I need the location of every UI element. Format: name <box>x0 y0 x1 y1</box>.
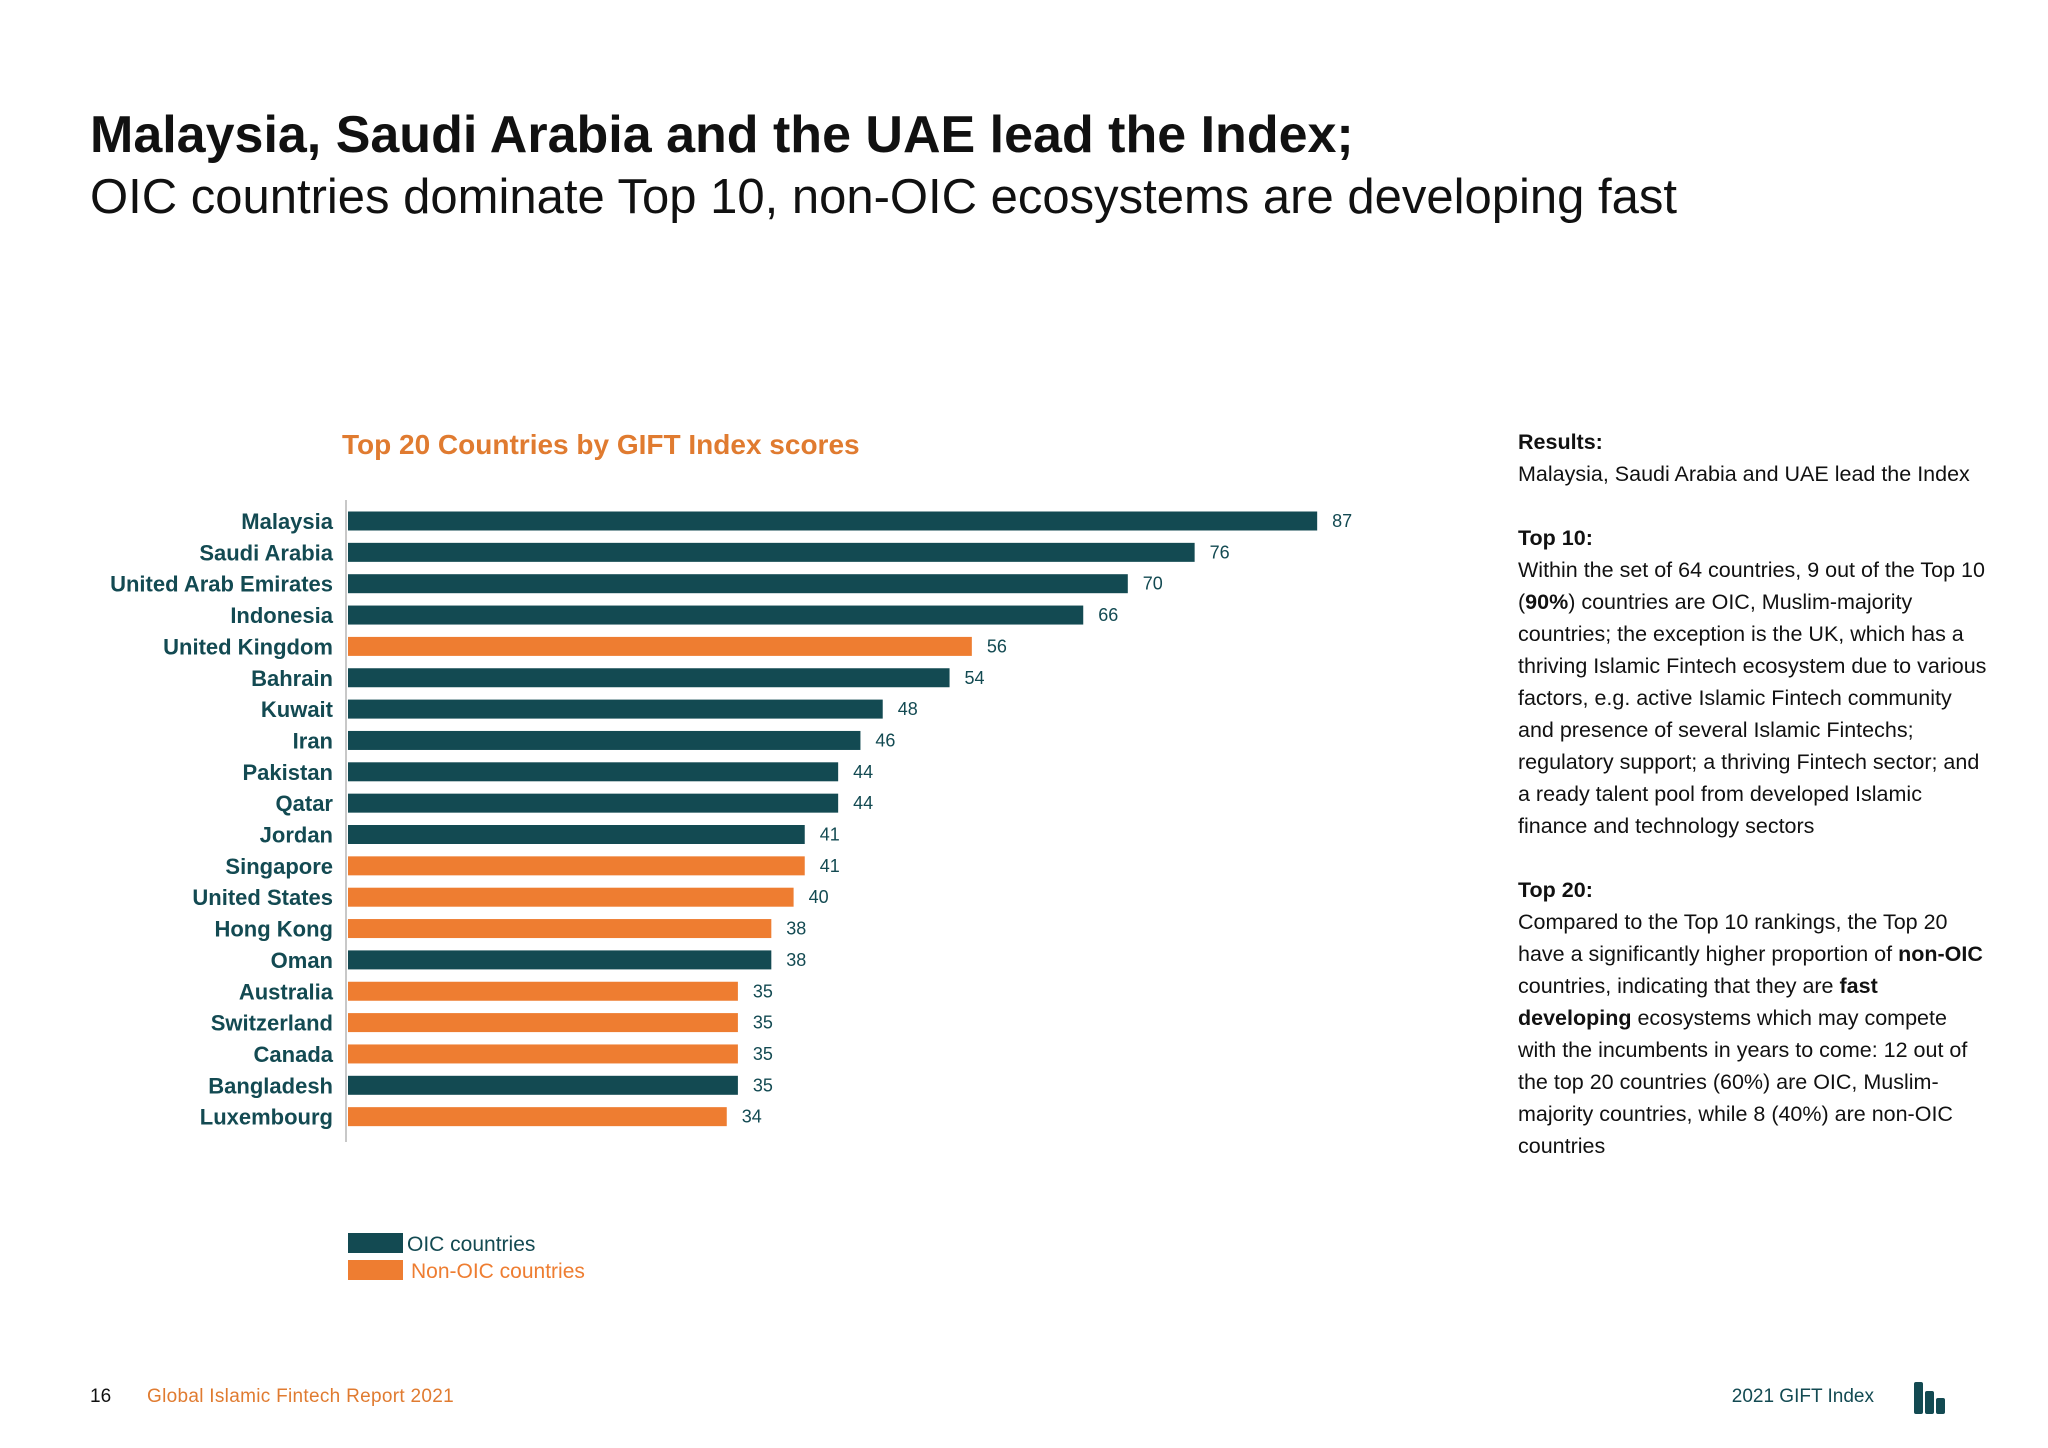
category-label-united-kingdom: United Kingdom <box>163 634 333 659</box>
value-label-australia: 35 <box>753 981 773 1001</box>
bar-canada <box>348 1044 738 1064</box>
category-label-singapore: Singapore <box>225 854 333 879</box>
results-sidebar: Results: Malaysia, Saudi Arabia and UAE … <box>1518 426 1988 1194</box>
value-label-oman: 38 <box>786 950 806 970</box>
category-label-indonesia: Indonesia <box>230 603 333 628</box>
value-label-united-kingdom: 56 <box>987 636 1007 656</box>
category-label-jordan: Jordan <box>260 823 333 848</box>
value-label-kuwait: 48 <box>898 699 918 719</box>
category-label-saudi-arabia: Saudi Arabia <box>199 540 333 565</box>
legend-label-non-oic-countries: Non-OIC countries <box>411 1260 585 1283</box>
page-subheadline: OIC countries dominate Top 10, non-OIC e… <box>90 170 1677 224</box>
category-label-hong-kong: Hong Kong <box>214 917 333 942</box>
bar-united-kingdom <box>348 636 972 656</box>
bar-bangladesh <box>348 1075 738 1095</box>
bar-switzerland <box>348 1013 738 1033</box>
category-label-united-arab-emirates: United Arab Emirates <box>110 572 333 597</box>
category-label-iran: Iran <box>293 728 333 753</box>
results-text: Malaysia, Saudi Arabia and UAE lead the … <box>1518 462 1970 486</box>
value-label-pakistan: 44 <box>853 762 873 782</box>
bar-jordan <box>348 825 805 844</box>
value-label-canada: 35 <box>753 1044 773 1064</box>
page-headline: Malaysia, Saudi Arabia and the UAE lead … <box>90 106 1354 164</box>
bar-united-states <box>348 887 794 907</box>
top20-text-part2: countries, indicating that they are <box>1518 974 1840 998</box>
results-block: Results: Malaysia, Saudi Arabia and UAE … <box>1518 426 1988 490</box>
category-label-malaysia: Malaysia <box>241 509 333 534</box>
bar-indonesia <box>348 605 1084 625</box>
results-heading: Results: <box>1518 430 1603 454</box>
value-label-qatar: 44 <box>853 793 873 813</box>
top20-heading: Top 20: <box>1518 878 1593 902</box>
bar-oman <box>348 950 772 970</box>
bar-iran <box>348 730 861 750</box>
bar-qatar <box>348 793 839 813</box>
bar-pakistan <box>348 762 839 782</box>
category-label-canada: Canada <box>254 1042 334 1067</box>
top10-text-part1: Within the set of 64 countries, 9 out of… <box>1518 558 1985 614</box>
bar-luxembourg <box>348 1107 727 1127</box>
top10-heading: Top 10: <box>1518 526 1593 550</box>
category-label-pakistan: Pakistan <box>243 760 334 785</box>
value-label-switzerland: 35 <box>753 1013 773 1033</box>
bar-australia <box>348 981 738 1001</box>
bar-malaysia <box>348 511 1318 531</box>
page-number: 16 <box>90 1386 112 1407</box>
bars-layer: Malaysia 87 Saudi Arabia 76 United Arab Emir… <box>110 509 1352 1130</box>
value-label-united-states: 40 <box>809 887 829 907</box>
legend-swatch-oic-countries <box>348 1233 403 1253</box>
value-label-hong-kong: 38 <box>786 919 806 939</box>
category-label-luxembourg: Luxembourg <box>200 1105 333 1130</box>
index-label: 2021 GIFT Index <box>1731 1386 1874 1407</box>
value-label-jordan: 41 <box>820 825 840 845</box>
top20-bold-non-oic: non-OIC <box>1898 942 1983 966</box>
value-label-bahrain: 54 <box>965 668 985 688</box>
bar-hong-kong <box>348 919 772 939</box>
top20-bold-fast-developing: fast developing <box>1518 974 1878 1030</box>
category-label-united-states: United States <box>192 885 333 910</box>
category-label-oman: Oman <box>271 948 333 973</box>
gift-index-bars-icon <box>1914 1382 1945 1414</box>
value-label-united-arab-emirates: 70 <box>1143 574 1163 594</box>
value-label-bangladesh: 35 <box>753 1075 773 1095</box>
category-label-qatar: Qatar <box>276 791 334 816</box>
category-label-bahrain: Bahrain <box>251 666 333 691</box>
bar-bahrain <box>348 668 950 688</box>
value-label-iran: 46 <box>875 730 895 750</box>
top20-block: Top 20: Compared to the Top 10 rankings,… <box>1518 874 1988 1162</box>
legend-swatch-non-oic-countries <box>348 1260 403 1280</box>
bar-saudi-arabia <box>348 542 1195 562</box>
report-name: Global Islamic Fintech Report 2021 <box>147 1386 454 1407</box>
category-label-bangladesh: Bangladesh <box>208 1073 333 1098</box>
value-label-luxembourg: 34 <box>742 1107 762 1127</box>
legend-label-oic-countries: OIC countries <box>407 1233 535 1256</box>
value-label-singapore: 41 <box>820 856 840 876</box>
bar-kuwait <box>348 699 883 719</box>
value-label-saudi-arabia: 76 <box>1210 542 1230 562</box>
value-label-indonesia: 66 <box>1098 605 1118 625</box>
category-label-switzerland: Switzerland <box>211 1011 333 1036</box>
top20-text-part1: Compared to the Top 10 rankings, the Top… <box>1518 910 1948 966</box>
chart-title: Top 20 Countries by GIFT Index scores <box>342 429 860 460</box>
top10-text-part2: ) countries are OIC, Muslim-majority cou… <box>1518 590 1987 838</box>
bar-united-arab-emirates <box>348 574 1128 594</box>
category-label-australia: Australia <box>239 979 334 1004</box>
value-label-malaysia: 87 <box>1332 511 1352 531</box>
top10-bold-percent: 90% <box>1525 590 1569 614</box>
top20-text-part3: ecosystems which may compete with the in… <box>1518 1006 1968 1158</box>
bar-singapore <box>348 856 805 876</box>
category-label-kuwait: Kuwait <box>261 697 334 722</box>
chart-legend: OIC countries Non-OIC countries <box>348 1233 585 1283</box>
top10-block: Top 10: Within the set of 64 countries, … <box>1518 522 1988 842</box>
